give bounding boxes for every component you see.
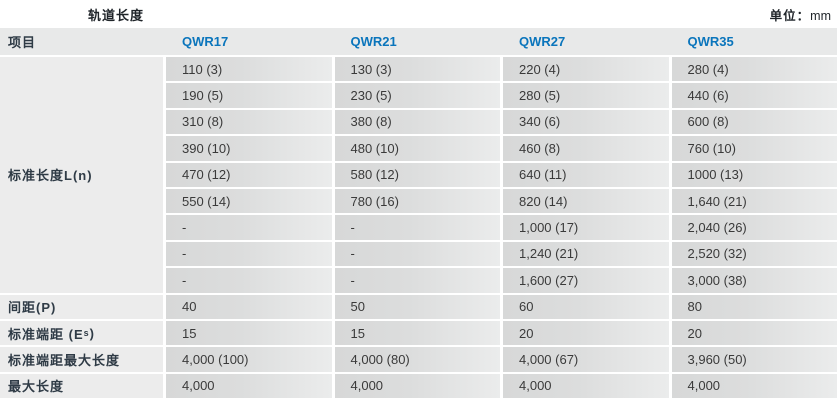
table-cell: 4,000 <box>166 373 332 399</box>
table-cell: 760 (10) <box>671 136 837 161</box>
table-body: 标准长度L(n) 110 (3) 130 (3) 220 (4) 280 (4)… <box>0 57 837 399</box>
table-cell: 110 (3) <box>166 57 332 82</box>
max-length-std-end-label: 标准端距最大长度 <box>0 347 163 372</box>
unit-prefix: 单位： <box>769 8 811 23</box>
table-cell: 40 <box>166 294 332 319</box>
table-cell: 380 (8) <box>334 109 500 135</box>
table-cell: 780 (16) <box>334 188 500 214</box>
table-cell: 550 (14) <box>166 188 332 214</box>
table-cell: 470 (12) <box>166 162 332 187</box>
table-cell: 230 (5) <box>334 83 500 108</box>
table-cell: 310 (8) <box>166 109 332 135</box>
table-cell: 580 (12) <box>334 162 500 187</box>
header-item: 项目 <box>0 28 163 55</box>
table-cell: 3,000 (38) <box>671 268 837 293</box>
table-cell: 15 <box>166 320 332 346</box>
header-qwr27: QWR27 <box>503 28 669 55</box>
table-cell: 1,600 (27) <box>503 268 669 293</box>
table-cell: 460 (8) <box>503 136 669 161</box>
table-cell: - <box>334 215 500 240</box>
table-cell: 15 <box>334 320 500 346</box>
label-text: 标准端距 (E <box>8 326 84 342</box>
table-cell: 4,000 (67) <box>503 347 669 372</box>
table-cell: - <box>334 268 500 293</box>
table-cell: 220 (4) <box>503 57 669 82</box>
label-text: ) <box>89 325 95 341</box>
table-cell: 390 (10) <box>166 136 332 161</box>
table-cell: 130 (3) <box>334 57 500 82</box>
table-cell: 4,000 <box>671 373 837 399</box>
table-cell: 600 (8) <box>671 109 837 135</box>
table-cell: 60 <box>503 294 669 319</box>
standard-end-distance-label: 标准端距 (E s) <box>0 320 163 346</box>
table-cell: 50 <box>334 294 500 319</box>
table-cell: 280 (4) <box>671 57 837 82</box>
table-header-row: 项目 QWR17 QWR21 QWR27 QWR35 <box>0 28 837 55</box>
table-title: 轨道长度 <box>88 7 145 23</box>
table-cell: 1000 (13) <box>671 162 837 187</box>
table-cell: - <box>334 241 500 267</box>
unit-value: mm <box>810 8 831 23</box>
table-cell: 2,520 (32) <box>671 241 837 267</box>
table-cell: 4,000 <box>334 373 500 399</box>
table-cell: 1,000 (17) <box>503 215 669 240</box>
table-cell: 4,000 (80) <box>334 347 500 372</box>
table-cell: 20 <box>671 320 837 346</box>
header-qwr35: QWR35 <box>671 28 837 55</box>
table-cell: 480 (10) <box>334 136 500 161</box>
standard-length-label: 标准长度L(n) <box>0 57 163 293</box>
table-cell: 3,960 (50) <box>671 347 837 372</box>
pitch-label: 间距(P) <box>0 294 163 319</box>
table-cell: 2,040 (26) <box>671 215 837 240</box>
unit-label: 单位：mm <box>770 5 831 24</box>
table-cell: 4,000 (100) <box>166 347 332 372</box>
table-cell: 190 (5) <box>166 83 332 108</box>
table-cell: 20 <box>503 320 669 346</box>
max-length-label: 最大长度 <box>0 373 163 399</box>
table-cell: 440 (6) <box>671 83 837 108</box>
table-cell: 1,240 (21) <box>503 241 669 267</box>
table-cell: 340 (6) <box>503 109 669 135</box>
table-cell: 280 (5) <box>503 83 669 108</box>
table-cell: - <box>166 268 332 293</box>
header-qwr21: QWR21 <box>334 28 500 55</box>
table-cell: - <box>166 241 332 267</box>
caption-bar: 轨道长度 单位：mm <box>0 0 837 28</box>
table-cell: 4,000 <box>503 373 669 399</box>
table-cell: 80 <box>671 294 837 319</box>
table-cell: - <box>166 215 332 240</box>
table-cell: 640 (11) <box>503 162 669 187</box>
header-qwr17: QWR17 <box>166 28 332 55</box>
table-cell: 1,640 (21) <box>671 188 837 214</box>
table-cell: 820 (14) <box>503 188 669 214</box>
